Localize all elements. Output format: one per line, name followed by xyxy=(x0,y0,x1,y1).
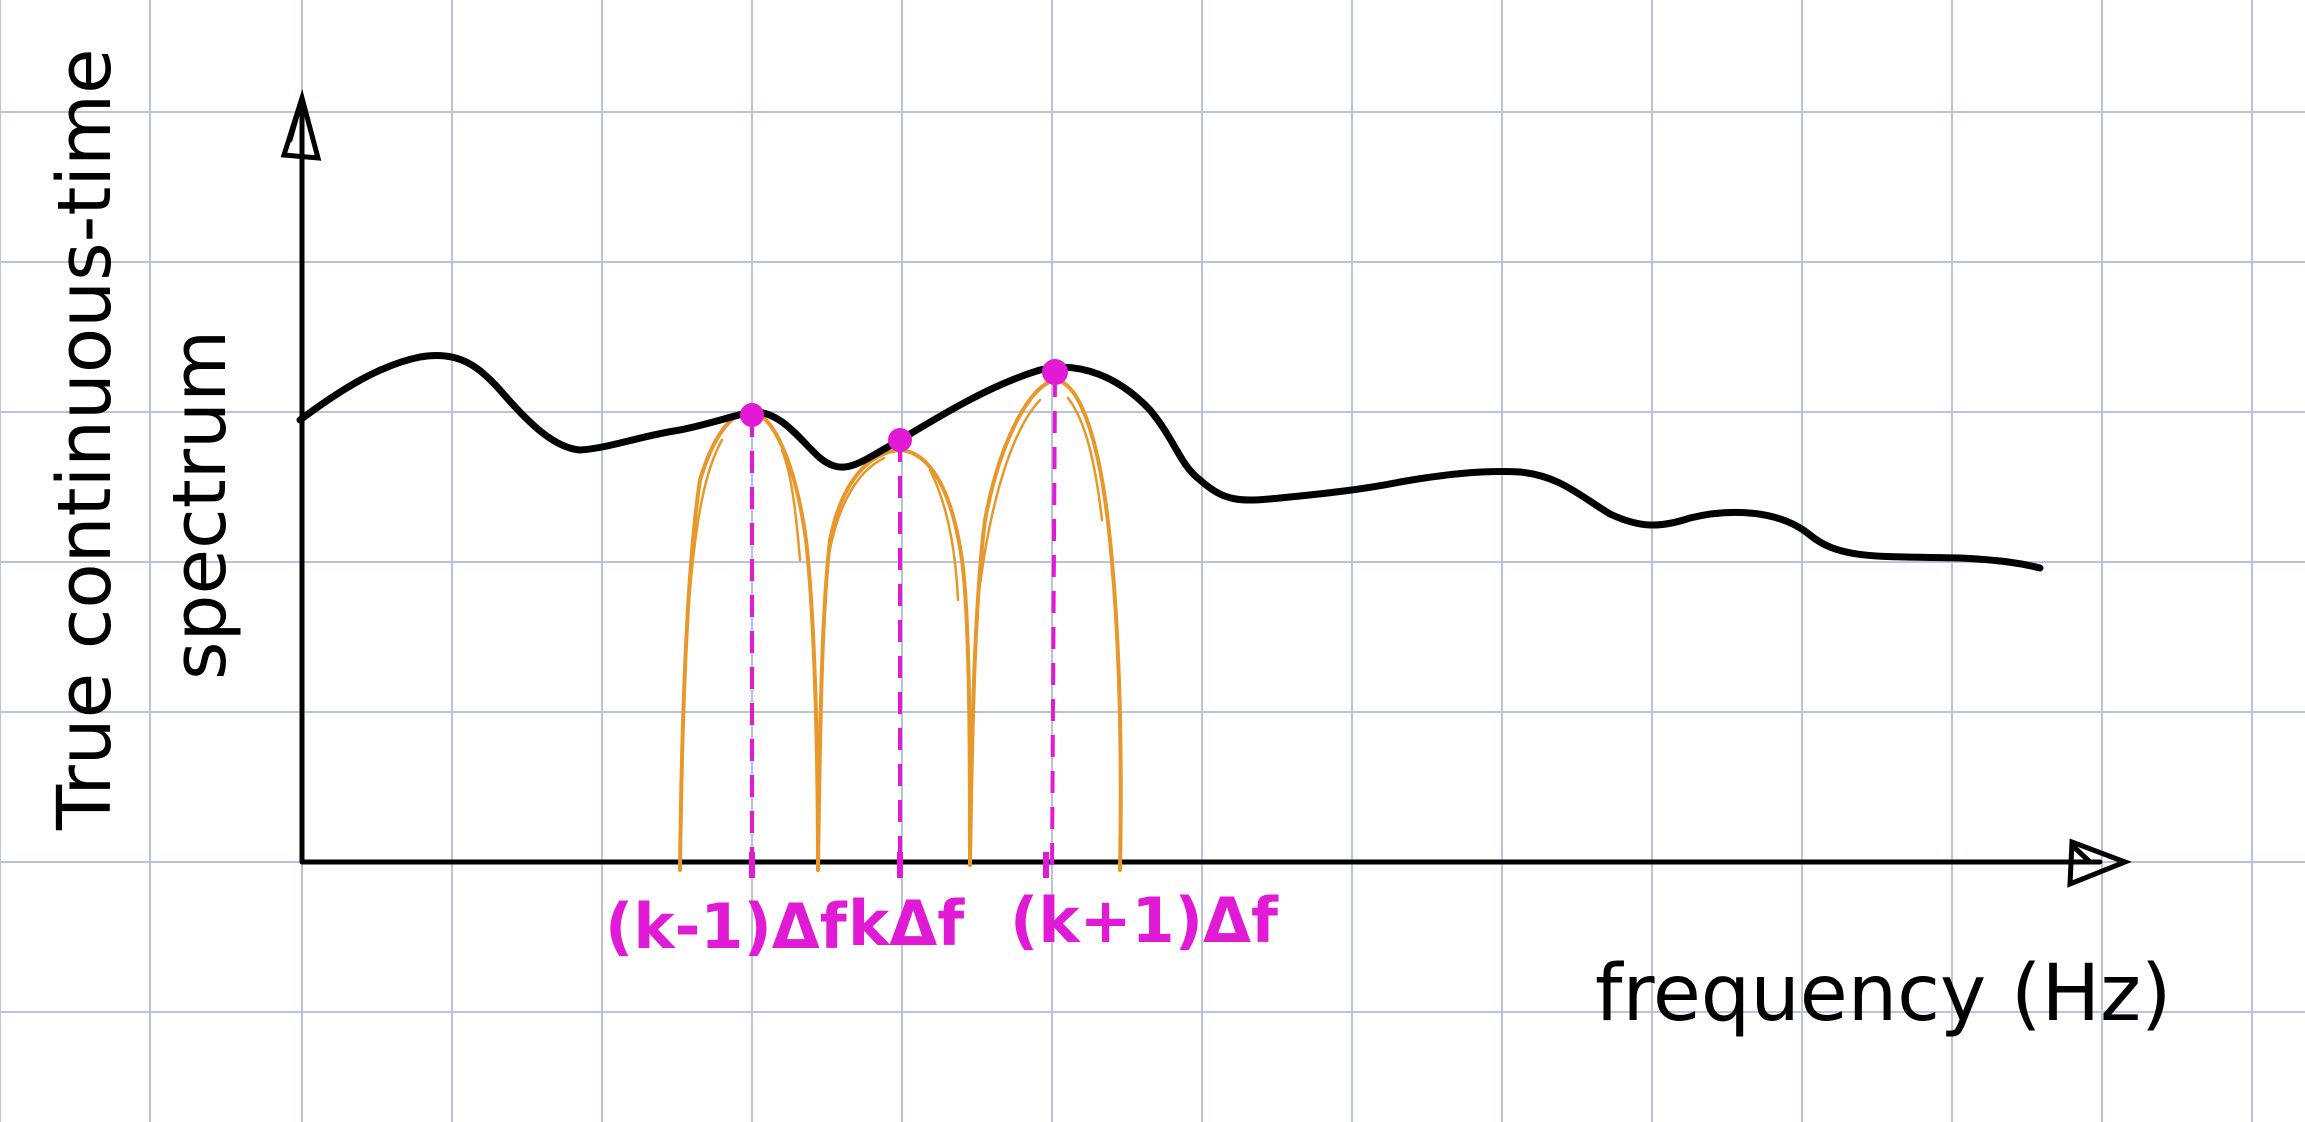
x-axis-arrow-icon xyxy=(2067,838,2132,888)
axes xyxy=(280,89,2132,888)
sample-points xyxy=(740,359,1068,452)
x-axis-label: frequency (Hz) xyxy=(1595,949,2171,1039)
sample-point-k-plus-1 xyxy=(1042,359,1068,385)
sample-point-k xyxy=(888,428,912,452)
sample-line-k-plus-1 xyxy=(1050,374,1057,873)
bin-window-k-plus-1 xyxy=(968,377,1123,872)
bin-label-k-minus-1: (k-1)Δf xyxy=(605,890,848,963)
y-axis-arrow-icon xyxy=(280,89,322,161)
sample-lines xyxy=(750,374,1057,873)
bin-label-k-plus-1: (k+1)Δf xyxy=(1010,884,1279,957)
bin-window-k-minus-1-inner xyxy=(688,438,802,592)
spectrum-curve xyxy=(296,352,2044,572)
bin-label-k: kΔf xyxy=(848,887,965,960)
bin-window-k-inner xyxy=(826,456,960,602)
sample-point-k-minus-1 xyxy=(740,403,764,427)
bin-window-k-plus-1-inner xyxy=(976,396,1104,602)
y-axis-label-line1: True continuous-time xyxy=(42,48,128,831)
bin-ticks xyxy=(749,852,1049,878)
y-axis-label-line2: spectrum xyxy=(157,330,243,680)
bin-window-k-minus-1 xyxy=(678,409,820,872)
